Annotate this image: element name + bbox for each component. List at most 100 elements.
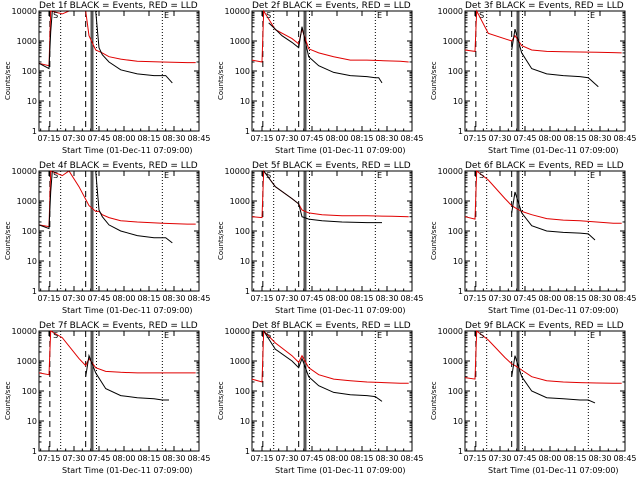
y-tick-label: 1 (32, 447, 37, 456)
x-tick-label: 07:30 (62, 134, 85, 143)
y-tick-label: 1 (245, 127, 250, 136)
start-flag-label: S (266, 171, 271, 180)
x-tick-label: 08:15 (137, 454, 160, 463)
y-tick-label: 10 (27, 257, 37, 266)
events-series-line (38, 170, 173, 244)
y-tick-label: 1 (458, 447, 463, 456)
y-tick-label: 100 (448, 227, 463, 236)
x-tick-label: 08:45 (187, 294, 210, 303)
y-tick-label: 10000 (438, 7, 463, 16)
y-tick-label: 1000 (230, 197, 250, 206)
x-tick-label: 08:00 (112, 294, 135, 303)
x-tick-label: 08:45 (187, 134, 210, 143)
y-tick-label: 1 (458, 287, 463, 296)
detector-panel: Det 5f BLACK = Events, RED = LLD Counts/s… (213, 160, 426, 320)
end-flag-label: E (164, 171, 169, 180)
start-flag-label: S (53, 171, 58, 180)
y-tick-label: 100 (22, 67, 37, 76)
x-tick-label: 08:30 (588, 134, 611, 143)
events-series-line (85, 353, 169, 401)
start-flag-label: S (479, 171, 484, 180)
events-series-line (263, 330, 383, 402)
y-tick-label: 1000 (230, 37, 250, 46)
detector-panel: Det 6f BLACK = Events, RED = LLD Counts/s… (426, 160, 639, 320)
detector-panel: Det 7f BLACK = Events, RED = LLD Counts/s… (0, 320, 213, 480)
start-flag-label: S (479, 11, 484, 20)
x-tick-label: 07:30 (275, 134, 298, 143)
plot-frame (464, 330, 626, 452)
x-tick-label: 08:00 (325, 454, 348, 463)
x-tick-label: 07:30 (275, 294, 298, 303)
y-tick-label: 1 (245, 447, 250, 456)
x-tick-label: 07:15 (250, 294, 273, 303)
panel-plot: 07:15 07:30 07:45 08:00 08:15 08:30 08:45 1 10 10… (225, 167, 424, 303)
end-flag-label: E (377, 331, 382, 340)
detector-panel: Det 1f BLACK = Events, RED = LLD Counts/s… (0, 0, 213, 160)
x-tick-label: 08:45 (400, 294, 423, 303)
panel-plot: 07:15 07:30 07:45 08:00 08:15 08:30 08:45 1 10 10… (438, 327, 637, 463)
detector-panel: Det 9f BLACK = Events, RED = LLD Counts/s… (426, 320, 639, 480)
x-axis-label: Start Time (01-Dec-11 07:09:00) (275, 466, 406, 475)
start-flag-label: S (266, 11, 271, 20)
y-tick-label: 10000 (438, 327, 463, 336)
x-tick-label: 08:15 (350, 294, 373, 303)
x-tick-label: 07:45 (87, 294, 110, 303)
x-tick-label: 08:00 (112, 454, 135, 463)
x-tick-label: 08:00 (538, 134, 561, 143)
y-tick-label: 10 (240, 257, 250, 266)
x-tick-label: 08:30 (375, 454, 398, 463)
end-flag-label: E (164, 331, 169, 340)
x-tick-label: 07:45 (300, 294, 323, 303)
x-tick-label: 07:45 (300, 134, 323, 143)
panel-plot: 07:15 07:30 07:45 08:00 08:15 08:30 08:45 1 10 10… (12, 167, 211, 303)
x-axis-label: Start Time (01-Dec-11 07:09:00) (275, 146, 406, 155)
panel-plot: 07:15 07:30 07:45 08:00 08:15 08:30 08:45 1 10 10… (12, 7, 211, 143)
y-tick-label: 10000 (225, 327, 250, 336)
x-tick-label: 08:15 (563, 134, 586, 143)
plot-frame (251, 10, 413, 132)
x-tick-label: 08:00 (538, 454, 561, 463)
y-tick-label: 1 (458, 127, 463, 136)
x-tick-label: 08:45 (613, 454, 636, 463)
x-tick-label: 08:00 (112, 134, 135, 143)
plot-frame (464, 170, 626, 292)
end-flag-label: E (590, 171, 595, 180)
y-tick-label: 1000 (17, 197, 37, 206)
y-tick-label: 1000 (443, 197, 463, 206)
panel-title: Det 1f BLACK = Events, RED = LLD (39, 1, 198, 11)
x-tick-label: 08:00 (538, 294, 561, 303)
x-tick-label: 07:15 (37, 134, 60, 143)
plot-frame (38, 170, 200, 292)
x-tick-label: 08:15 (563, 294, 586, 303)
panel-title: Det 5f BLACK = Events, RED = LLD (252, 161, 411, 171)
x-tick-label: 08:00 (325, 134, 348, 143)
y-tick-label: 100 (235, 227, 250, 236)
x-tick-label: 08:30 (375, 134, 398, 143)
x-tick-label: 07:30 (275, 454, 298, 463)
start-flag-label: S (266, 331, 271, 340)
panel-plot: 07:15 07:30 07:45 08:00 08:15 08:30 08:45 1 10 10… (225, 7, 424, 143)
y-tick-label: 1 (32, 287, 37, 296)
x-tick-label: 08:30 (162, 134, 185, 143)
panel-title: Det 9f BLACK = Events, RED = LLD (465, 321, 624, 331)
detector-panel: Det 8f BLACK = Events, RED = LLD Counts/s… (213, 320, 426, 480)
detector-panel: Det 2f BLACK = Events, RED = LLD Counts/s… (213, 0, 426, 160)
lld-series-line (38, 10, 196, 67)
panel-plot: 07:15 07:30 07:45 08:00 08:15 08:30 08:45 1 10 10… (438, 7, 637, 143)
x-tick-label: 07:15 (463, 134, 486, 143)
y-tick-label: 1000 (230, 357, 250, 366)
events-series-line (511, 28, 599, 88)
y-tick-label: 100 (235, 387, 250, 396)
x-tick-label: 08:30 (588, 454, 611, 463)
start-flag-label: S (479, 331, 484, 340)
x-axis-label: Start Time (01-Dec-11 07:09:00) (488, 146, 619, 155)
panel-plot: 07:15 07:30 07:45 08:00 08:15 08:30 08:45 1 10 10… (225, 327, 424, 463)
x-tick-label: 07:15 (37, 294, 60, 303)
panel-title: Det 3f BLACK = Events, RED = LLD (465, 1, 624, 11)
y-tick-label: 10000 (225, 167, 250, 176)
panel-title: Det 4f BLACK = Events, RED = LLD (39, 161, 198, 171)
x-tick-label: 08:15 (563, 454, 586, 463)
events-series-line (511, 191, 596, 241)
x-tick-label: 07:30 (488, 294, 511, 303)
